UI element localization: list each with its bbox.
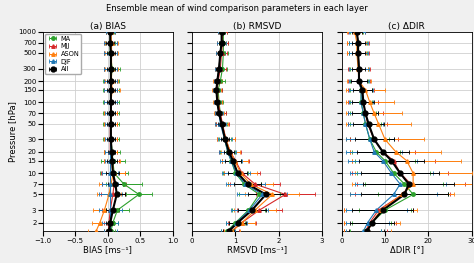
X-axis label: BIAS [ms⁻¹]: BIAS [ms⁻¹] — [83, 245, 132, 254]
Legend: MA, MJJ, ASON, DJF, All: MA, MJJ, ASON, DJF, All — [45, 34, 82, 74]
Title: (b) RMSVD: (b) RMSVD — [233, 22, 282, 31]
Text: Ensemble mean of wind comparison parameters in each layer: Ensemble mean of wind comparison paramet… — [106, 4, 368, 13]
Y-axis label: Pressure [hPa]: Pressure [hPa] — [8, 101, 17, 162]
Title: (c) ΔDIR: (c) ΔDIR — [388, 22, 425, 31]
Title: (a) BIAS: (a) BIAS — [90, 22, 126, 31]
X-axis label: RMSVD [ms⁻¹]: RMSVD [ms⁻¹] — [227, 245, 287, 254]
X-axis label: ΔDIR [°]: ΔDIR [°] — [390, 245, 424, 254]
